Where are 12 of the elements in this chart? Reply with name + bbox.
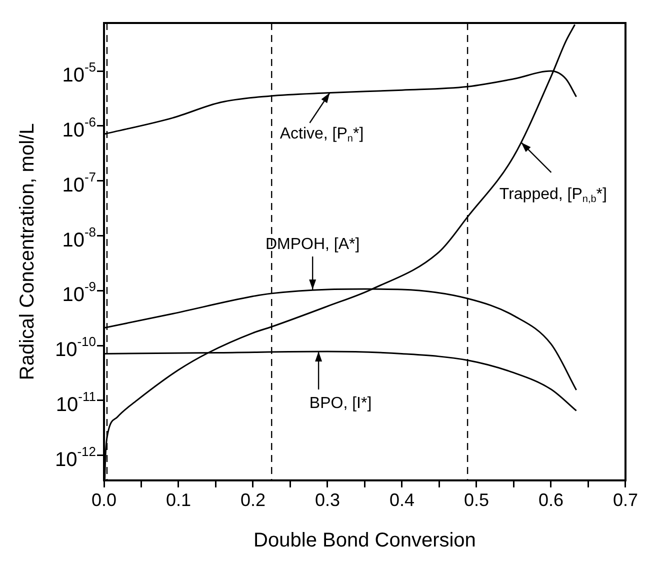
x-tick-label: 0.2 (240, 490, 266, 510)
annotation: BPO, [I*] (309, 394, 372, 412)
x-tick-label: 0.4 (389, 490, 415, 510)
x-tick-label: 0.5 (464, 490, 490, 510)
x-tick-label: 0.1 (166, 490, 192, 510)
y-axis-title: Radical Concentration, mol/L (16, 123, 39, 380)
x-tick-label: 0.7 (612, 490, 638, 510)
x-tick-label: 0.0 (91, 490, 117, 510)
annotation: DMPOH, [A*] (265, 236, 360, 253)
x-axis-title: Double Bond Conversion (254, 530, 476, 552)
x-tick-label: 0.3 (314, 490, 340, 510)
x-tick-label: 0.6 (538, 490, 564, 510)
